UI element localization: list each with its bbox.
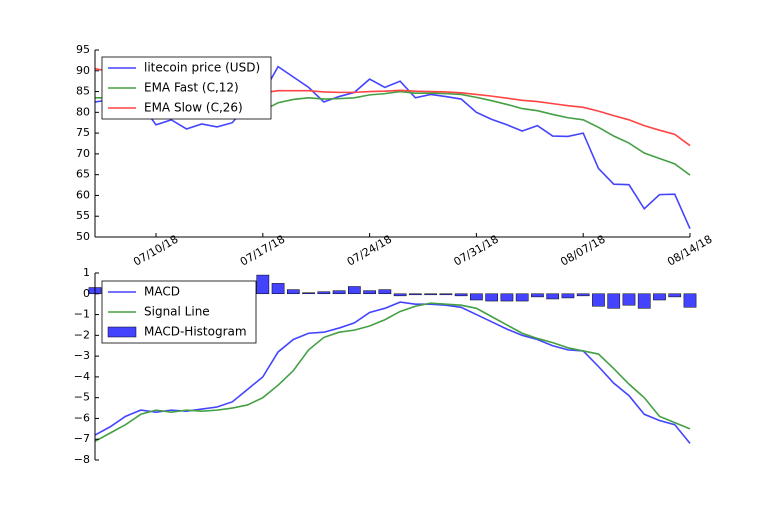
bar <box>302 292 315 295</box>
y-tick-label: 90 <box>76 64 90 77</box>
y-tick-label: 80 <box>76 105 90 118</box>
y-tick-label: 95 <box>76 43 90 56</box>
x-tick-label: 07/31/18 <box>452 233 501 269</box>
y-tick-label: 0 <box>83 287 90 300</box>
bar <box>561 293 575 299</box>
x-tick-label: 07/24/18 <box>345 233 394 269</box>
bar <box>378 289 392 295</box>
y-tick-label: 85 <box>76 85 90 98</box>
y-tick-label: −7 <box>74 432 90 445</box>
y-tick-label: 70 <box>76 147 90 160</box>
legend-label: MACD <box>144 285 180 299</box>
y-tick-label: −8 <box>74 453 90 466</box>
bar <box>439 293 453 296</box>
y-tick-label: −2 <box>74 328 90 341</box>
bar <box>393 293 407 297</box>
bar <box>576 293 590 297</box>
legend-label: litecoin price (USD) <box>144 61 260 75</box>
y-tick-label: 65 <box>76 168 90 181</box>
legend: litecoin price (USD) EMA Fast (C,12) EMA S… <box>101 56 272 120</box>
y-tick-label: 50 <box>76 230 90 243</box>
bar <box>271 283 285 295</box>
bar <box>637 293 651 309</box>
y-tick-label: 55 <box>76 209 90 222</box>
legend-label: MACD-Histogram <box>144 325 247 339</box>
bar <box>653 293 666 301</box>
bar <box>668 293 682 298</box>
bar <box>424 293 437 296</box>
bar <box>485 293 499 302</box>
bar <box>317 291 331 295</box>
y-tick-label: 75 <box>76 126 90 139</box>
y-tick-label: −1 <box>74 308 90 321</box>
bar <box>332 290 346 295</box>
bar <box>683 293 697 308</box>
bar <box>470 293 483 301</box>
bar <box>363 290 376 295</box>
y-tick-label: 60 <box>76 188 90 201</box>
line <box>94 302 691 443</box>
y-tick-label: −4 <box>74 370 90 383</box>
legend: MACD Signal Line MACD-Histogram <box>101 280 257 344</box>
bar <box>454 293 468 297</box>
bar <box>256 274 270 295</box>
bar <box>592 293 605 307</box>
bar <box>348 286 361 295</box>
y-tick-label: −6 <box>74 411 90 424</box>
x-tick-label: 08/07/18 <box>558 233 607 269</box>
y-tick-label: −3 <box>74 349 90 362</box>
legend-swatch <box>107 326 137 338</box>
bar <box>531 293 544 298</box>
bar <box>409 293 422 296</box>
bar <box>607 293 621 309</box>
y-tick-label: −5 <box>74 391 90 404</box>
x-tick-label: 07/17/18 <box>238 233 287 269</box>
bar <box>515 293 529 302</box>
bar <box>622 293 636 306</box>
legend-label: EMA Fast (C,12) <box>144 81 239 95</box>
bar <box>286 289 300 295</box>
x-tick-label: 08/14/18 <box>665 233 714 269</box>
legend-label: EMA Slow (C,26) <box>144 101 243 115</box>
bar <box>500 293 514 302</box>
legend-label: Signal Line <box>144 305 210 319</box>
x-tick-label: 07/10/18 <box>131 233 180 269</box>
line <box>94 65 691 230</box>
bar <box>546 293 560 300</box>
y-tick-label: 1 <box>83 266 90 279</box>
